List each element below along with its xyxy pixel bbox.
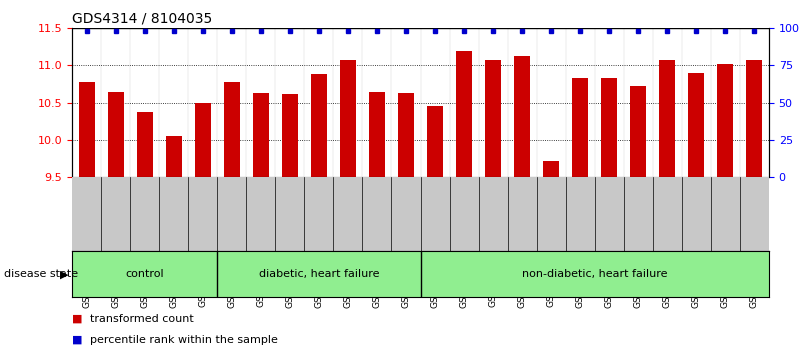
Text: diabetic, heart failure: diabetic, heart failure [259,269,379,279]
Bar [223,82,239,177]
Text: non-diabetic, heart failure: non-diabetic, heart failure [522,269,667,279]
Bar [602,78,618,177]
Bar [107,91,123,177]
Bar [688,73,704,177]
Text: ▶: ▶ [60,269,69,279]
Bar [747,59,763,177]
Text: percentile rank within the sample: percentile rank within the sample [90,335,278,345]
Bar [630,86,646,177]
Text: control: control [126,269,164,279]
Text: ■: ■ [72,314,86,324]
Bar [718,64,734,177]
Bar [543,161,559,177]
Bar [166,136,182,177]
Bar [253,93,269,177]
Bar [340,59,356,177]
Bar [398,93,414,177]
Bar [514,56,530,177]
Bar [427,105,443,177]
Bar [282,94,298,177]
Bar [137,112,153,177]
Text: ■: ■ [72,335,86,345]
Bar [369,91,385,177]
Bar [659,59,675,177]
Bar [572,78,588,177]
Bar [195,103,211,177]
Text: GDS4314 / 8104035: GDS4314 / 8104035 [72,12,212,26]
Bar [311,74,327,177]
Bar [456,51,472,177]
Text: disease state: disease state [4,269,78,279]
Bar [485,60,501,177]
Bar [78,82,95,177]
Text: transformed count: transformed count [90,314,194,324]
